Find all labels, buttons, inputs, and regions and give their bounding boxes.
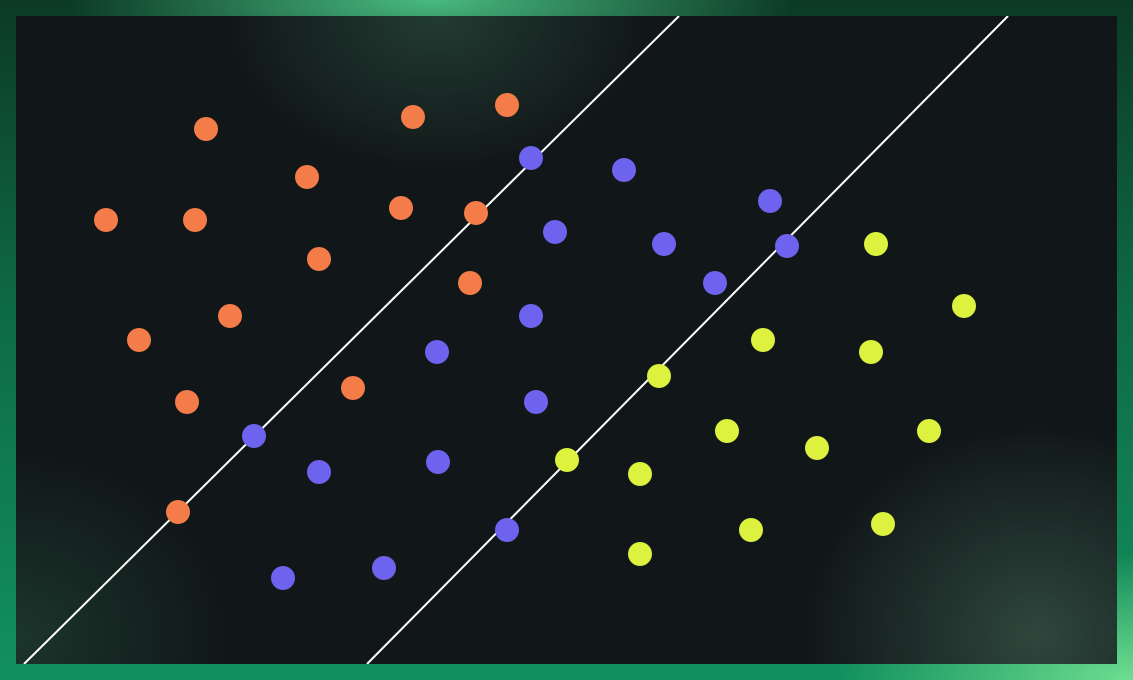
point-series-3-4 [859,340,883,364]
point-series-2-5 [652,232,676,256]
point-series-2-14 [271,566,295,590]
point-series-3-11 [628,542,652,566]
point-series-3-6 [715,419,739,443]
point-series-1-12 [127,328,151,352]
point-series-3-8 [917,419,941,443]
point-series-2-15 [372,556,396,580]
point-series-2-11 [242,424,266,448]
scatter-chart [23,16,1009,664]
point-series-2-10 [524,390,548,414]
point-series-2-16 [495,518,519,542]
point-series-1-9 [307,247,331,271]
point-series-2-6 [775,234,799,258]
point-series-2-9 [425,340,449,364]
point-series-1-4 [295,165,319,189]
point-series-3-13 [871,512,895,536]
point-series-3-12 [739,518,763,542]
point-series-1-6 [183,208,207,232]
point-series-3-7 [805,436,829,460]
point-series-1-13 [341,376,365,400]
point-series-3-2 [952,294,976,318]
point-series-1-3 [495,93,519,117]
point-series-1-5 [94,208,118,232]
point-series-2-4 [543,220,567,244]
point-series-1-2 [401,105,425,129]
point-series-2-2 [612,158,636,182]
point-series-2-12 [307,460,331,484]
point-series-3-3 [751,328,775,352]
point-series-2-13 [426,450,450,474]
point-series-1-15 [166,500,190,524]
point-series-1-7 [389,196,413,220]
point-series-3-9 [555,448,579,472]
point-series-2-3 [758,189,782,213]
point-series-1-10 [458,271,482,295]
boundary-line-2 [366,16,1009,664]
point-series-1-1 [194,117,218,141]
point-series-1-14 [175,390,199,414]
boundary-line-1 [23,16,680,664]
point-series-1-8 [464,201,488,225]
point-series-3-10 [628,462,652,486]
point-series-2-7 [703,271,727,295]
point-series-3-1 [864,232,888,256]
point-series-3-5 [647,364,671,388]
plot-area [16,16,1117,664]
point-series-2-8 [519,304,543,328]
point-series-2-1 [519,146,543,170]
point-series-1-11 [218,304,242,328]
